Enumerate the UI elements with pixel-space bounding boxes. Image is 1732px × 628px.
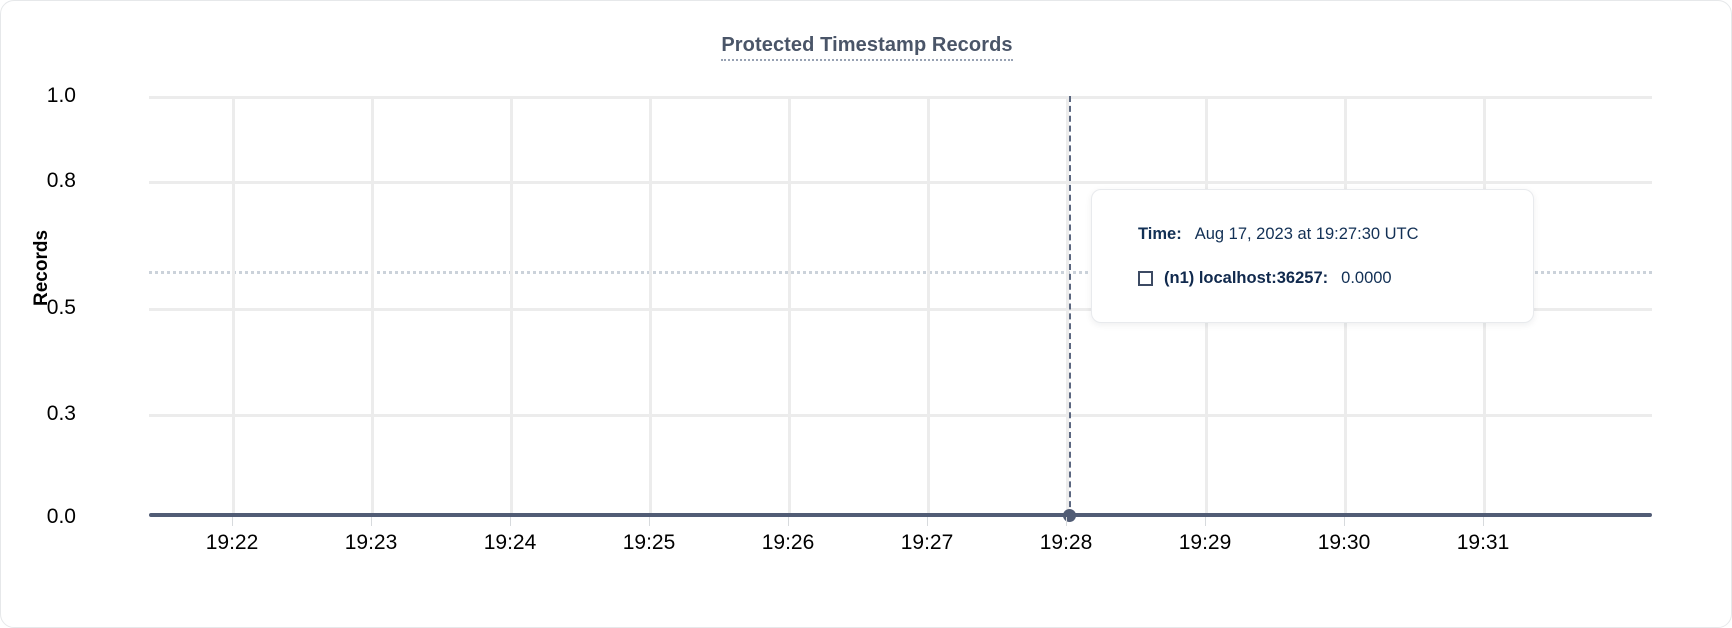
y-tick-label: 0.8 — [46, 169, 76, 192]
gridline-horizontal — [149, 414, 1652, 417]
gridline-horizontal — [149, 181, 1652, 184]
y-tick-label: 0.5 — [46, 296, 76, 319]
x-tick-mark — [1205, 517, 1206, 526]
gridline-vertical — [649, 96, 652, 517]
crosshair-line — [1069, 96, 1071, 517]
x-tick-mark — [649, 517, 650, 526]
x-tick-mark — [371, 517, 372, 526]
gridline-vertical — [788, 96, 791, 517]
x-tick-label: 19:31 — [1456, 531, 1510, 554]
chart-tooltip: Time: Aug 17, 2023 at 19:27:30 UTC (n1) … — [1091, 189, 1534, 323]
page-title: Protected Timestamp Records — [1, 34, 1732, 61]
tooltip-time-value: Aug 17, 2023 at 19:27:30 UTC — [1194, 224, 1419, 243]
y-tick-label: 0.3 — [46, 402, 76, 425]
x-tick-label: 19:27 — [900, 531, 954, 554]
reference-line — [149, 271, 1652, 274]
series-color-swatch-icon — [1138, 270, 1153, 286]
gridline-vertical — [1066, 96, 1069, 517]
chart-title-text: Protected Timestamp Records — [721, 34, 1013, 61]
y-tick-label: 1.0 — [46, 84, 76, 107]
x-tick-label: 19:22 — [205, 531, 259, 554]
tooltip-time-row: Time: Aug 17, 2023 at 19:27:30 UTC — [1092, 212, 1533, 256]
gridline-horizontal — [149, 308, 1652, 311]
data-point-marker[interactable] — [1063, 509, 1076, 522]
x-tick-mark — [1483, 517, 1484, 526]
gridline-vertical — [510, 96, 513, 517]
x-tick-label: 19:29 — [1178, 531, 1232, 554]
x-tick-mark — [1066, 517, 1067, 526]
x-tick-label: 19:24 — [483, 531, 537, 554]
gridline-vertical — [371, 96, 374, 517]
y-tick-label: 0.0 — [46, 505, 76, 528]
tooltip-series-value: 0.0000 — [1341, 268, 1392, 287]
x-tick-mark — [510, 517, 511, 526]
gridline-horizontal — [149, 96, 1652, 99]
tooltip-series-row: (n1) localhost:36257: 0.0000 — [1092, 256, 1533, 300]
tooltip-series-label: (n1) localhost:36257: — [1164, 268, 1329, 287]
x-tick-mark — [788, 517, 789, 526]
gridline-vertical — [927, 96, 930, 517]
series-line-localhost-36257[interactable] — [149, 513, 1652, 517]
x-tick-mark — [1344, 517, 1345, 526]
x-tick-label: 19:26 — [761, 531, 815, 554]
y-axis-label: Records — [31, 229, 52, 306]
x-tick-mark — [927, 517, 928, 526]
gridline-vertical — [232, 96, 235, 517]
x-tick-label: 19:28 — [1039, 531, 1093, 554]
x-tick-label: 19:25 — [622, 531, 676, 554]
x-tick-label: 19:23 — [344, 531, 398, 554]
tooltip-time-label: Time: — [1138, 224, 1182, 243]
x-tick-label: 19:30 — [1317, 531, 1371, 554]
x-tick-mark — [232, 517, 233, 526]
